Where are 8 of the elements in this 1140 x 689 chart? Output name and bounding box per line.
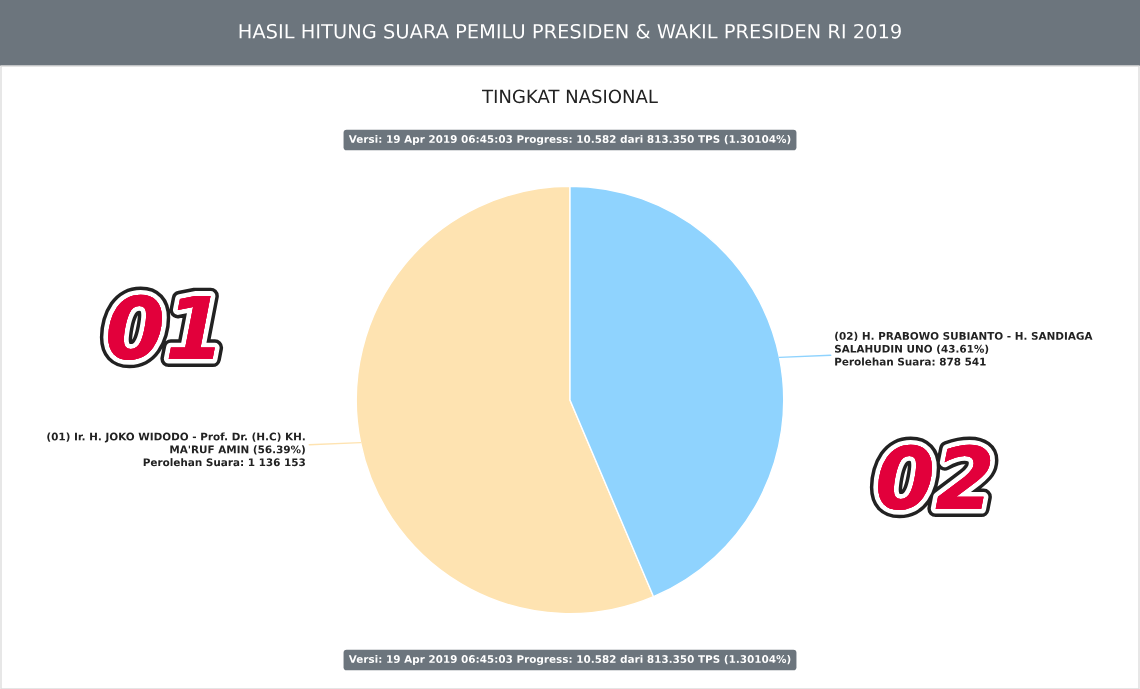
- chart-subtitle: TINGKAT NASIONAL: [482, 89, 658, 104]
- slice-label: (02) H. PRABOWO SUBIANTO - H. SANDIAGA SALAHUDIN UNO (43.61%): [834, 331, 1093, 354]
- chart-title: HASIL HITUNG SUARA PEMILU PRESIDEN & WAKIL PRESIDEN RI 2019: [239, 23, 901, 39]
- text: Versi: 19 Apr 2019 06:45:03 Progress: 10.582 dari 813.350 TPS (1.30104%): [348, 654, 791, 666]
- slice-label: (01) Ir. H. JOKO WIDODO - Prof. Dr. (H.C) KH. MA'RUF AMIN (56.39%): [47, 432, 305, 455]
- text: Versi: 19 Apr 2019 06:45:03 Progress: 10.582 dari 813.350 TPS (1.30104%): [348, 134, 791, 146]
- data-label: Perolehan Suara: 878 541: [835, 357, 986, 366]
- data-label: Perolehan Suara: 1 136 153: [143, 458, 305, 467]
